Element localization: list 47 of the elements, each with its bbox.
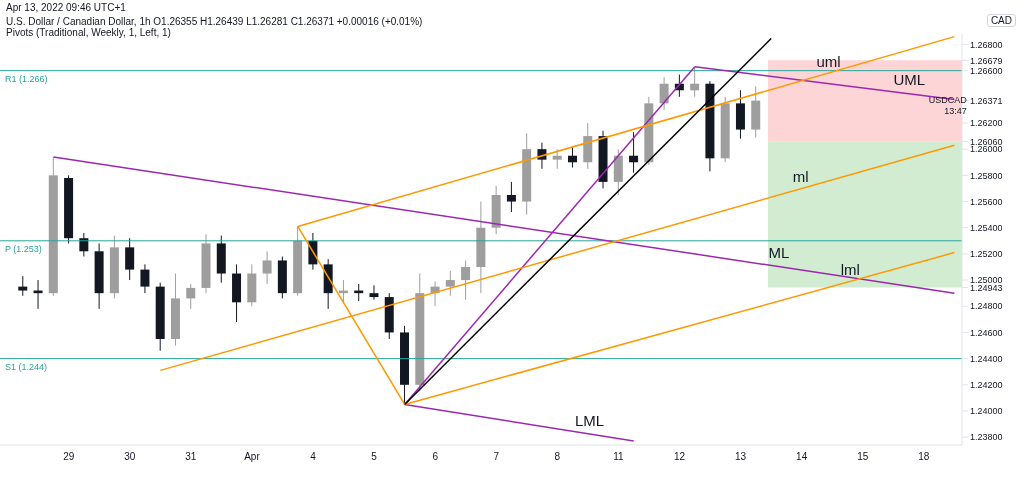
x-tick-label: 11 [613, 451, 625, 463]
y-axis-title: CAD [986, 14, 1016, 27]
chart-subtitle: Pivots (Traditional, Weekly, 1, Left, 1) [6, 27, 172, 38]
series-label: uml [816, 52, 841, 70]
x-tick-label: 12 [673, 451, 686, 463]
annotation: USDCAD [928, 95, 968, 105]
series-label: ML [768, 243, 790, 261]
x-tick-label: 31 [185, 451, 197, 463]
annotation: 13:47 [944, 106, 967, 116]
y-tick-label: 1.26200 [970, 118, 1003, 129]
y-tick-label: 1.24000 [970, 406, 1003, 417]
y-tick-label: 1.25600 [970, 196, 1003, 207]
x-tick-label: 14 [796, 451, 808, 463]
series-label: ml [792, 168, 809, 186]
y-tick-label: 1.26600 [970, 65, 1003, 76]
y-tick-label: 1.26371 [970, 95, 1003, 106]
chart-title: U.S. Dollar / Canadian Dollar, 1h O1.26355 H1.26439 L1.26281 C1.26371 +0.00016 (+0.01%) [6, 16, 423, 27]
x-tick-label: 5 [371, 451, 378, 463]
y-tick-label: 1.26000 [970, 144, 1003, 155]
ref-line-label: R1 (1.266) [5, 74, 48, 85]
x-tick-label: 29 [63, 451, 75, 463]
series-label: lml [840, 260, 860, 278]
y-tick-label: 1.26060 [970, 136, 1003, 147]
y-tick-label: 1.24400 [970, 353, 1003, 364]
x-tick-label: 7 [493, 451, 500, 463]
y-tick-label: 1.25200 [970, 249, 1003, 260]
y-tick-label: 1.25400 [970, 222, 1003, 233]
x-tick-label: 30 [124, 451, 136, 463]
y-tick-label: 1.23800 [970, 432, 1003, 443]
ref-line-label: P (1.253) [5, 244, 42, 255]
ref-line-label: S1 (1.244) [5, 362, 48, 372]
x-tick-label: 6 [432, 451, 439, 463]
x-tick-label: 4 [310, 451, 317, 463]
x-tick-label: 8 [554, 451, 561, 463]
x-tick-label: 15 [857, 451, 869, 463]
y-tick-label: 1.24800 [970, 301, 1003, 312]
y-tick-label: 1.26800 [970, 39, 1003, 50]
y-tick-label: 1.26679 [970, 55, 1003, 66]
y-tick-label: 1.24600 [970, 327, 1003, 338]
series-label: UML [893, 70, 926, 88]
x-tick-label: 18 [918, 451, 930, 463]
y-tick-label: 1.24200 [970, 379, 1003, 390]
series-label: LML [575, 411, 605, 429]
x-tick-label: Apr [244, 451, 261, 463]
text: Apr 13, 2022 09:46 UTC+1 [6, 2, 126, 13]
y-tick-label: 1.25800 [970, 170, 1003, 181]
x-tick-label: 13 [735, 451, 747, 463]
